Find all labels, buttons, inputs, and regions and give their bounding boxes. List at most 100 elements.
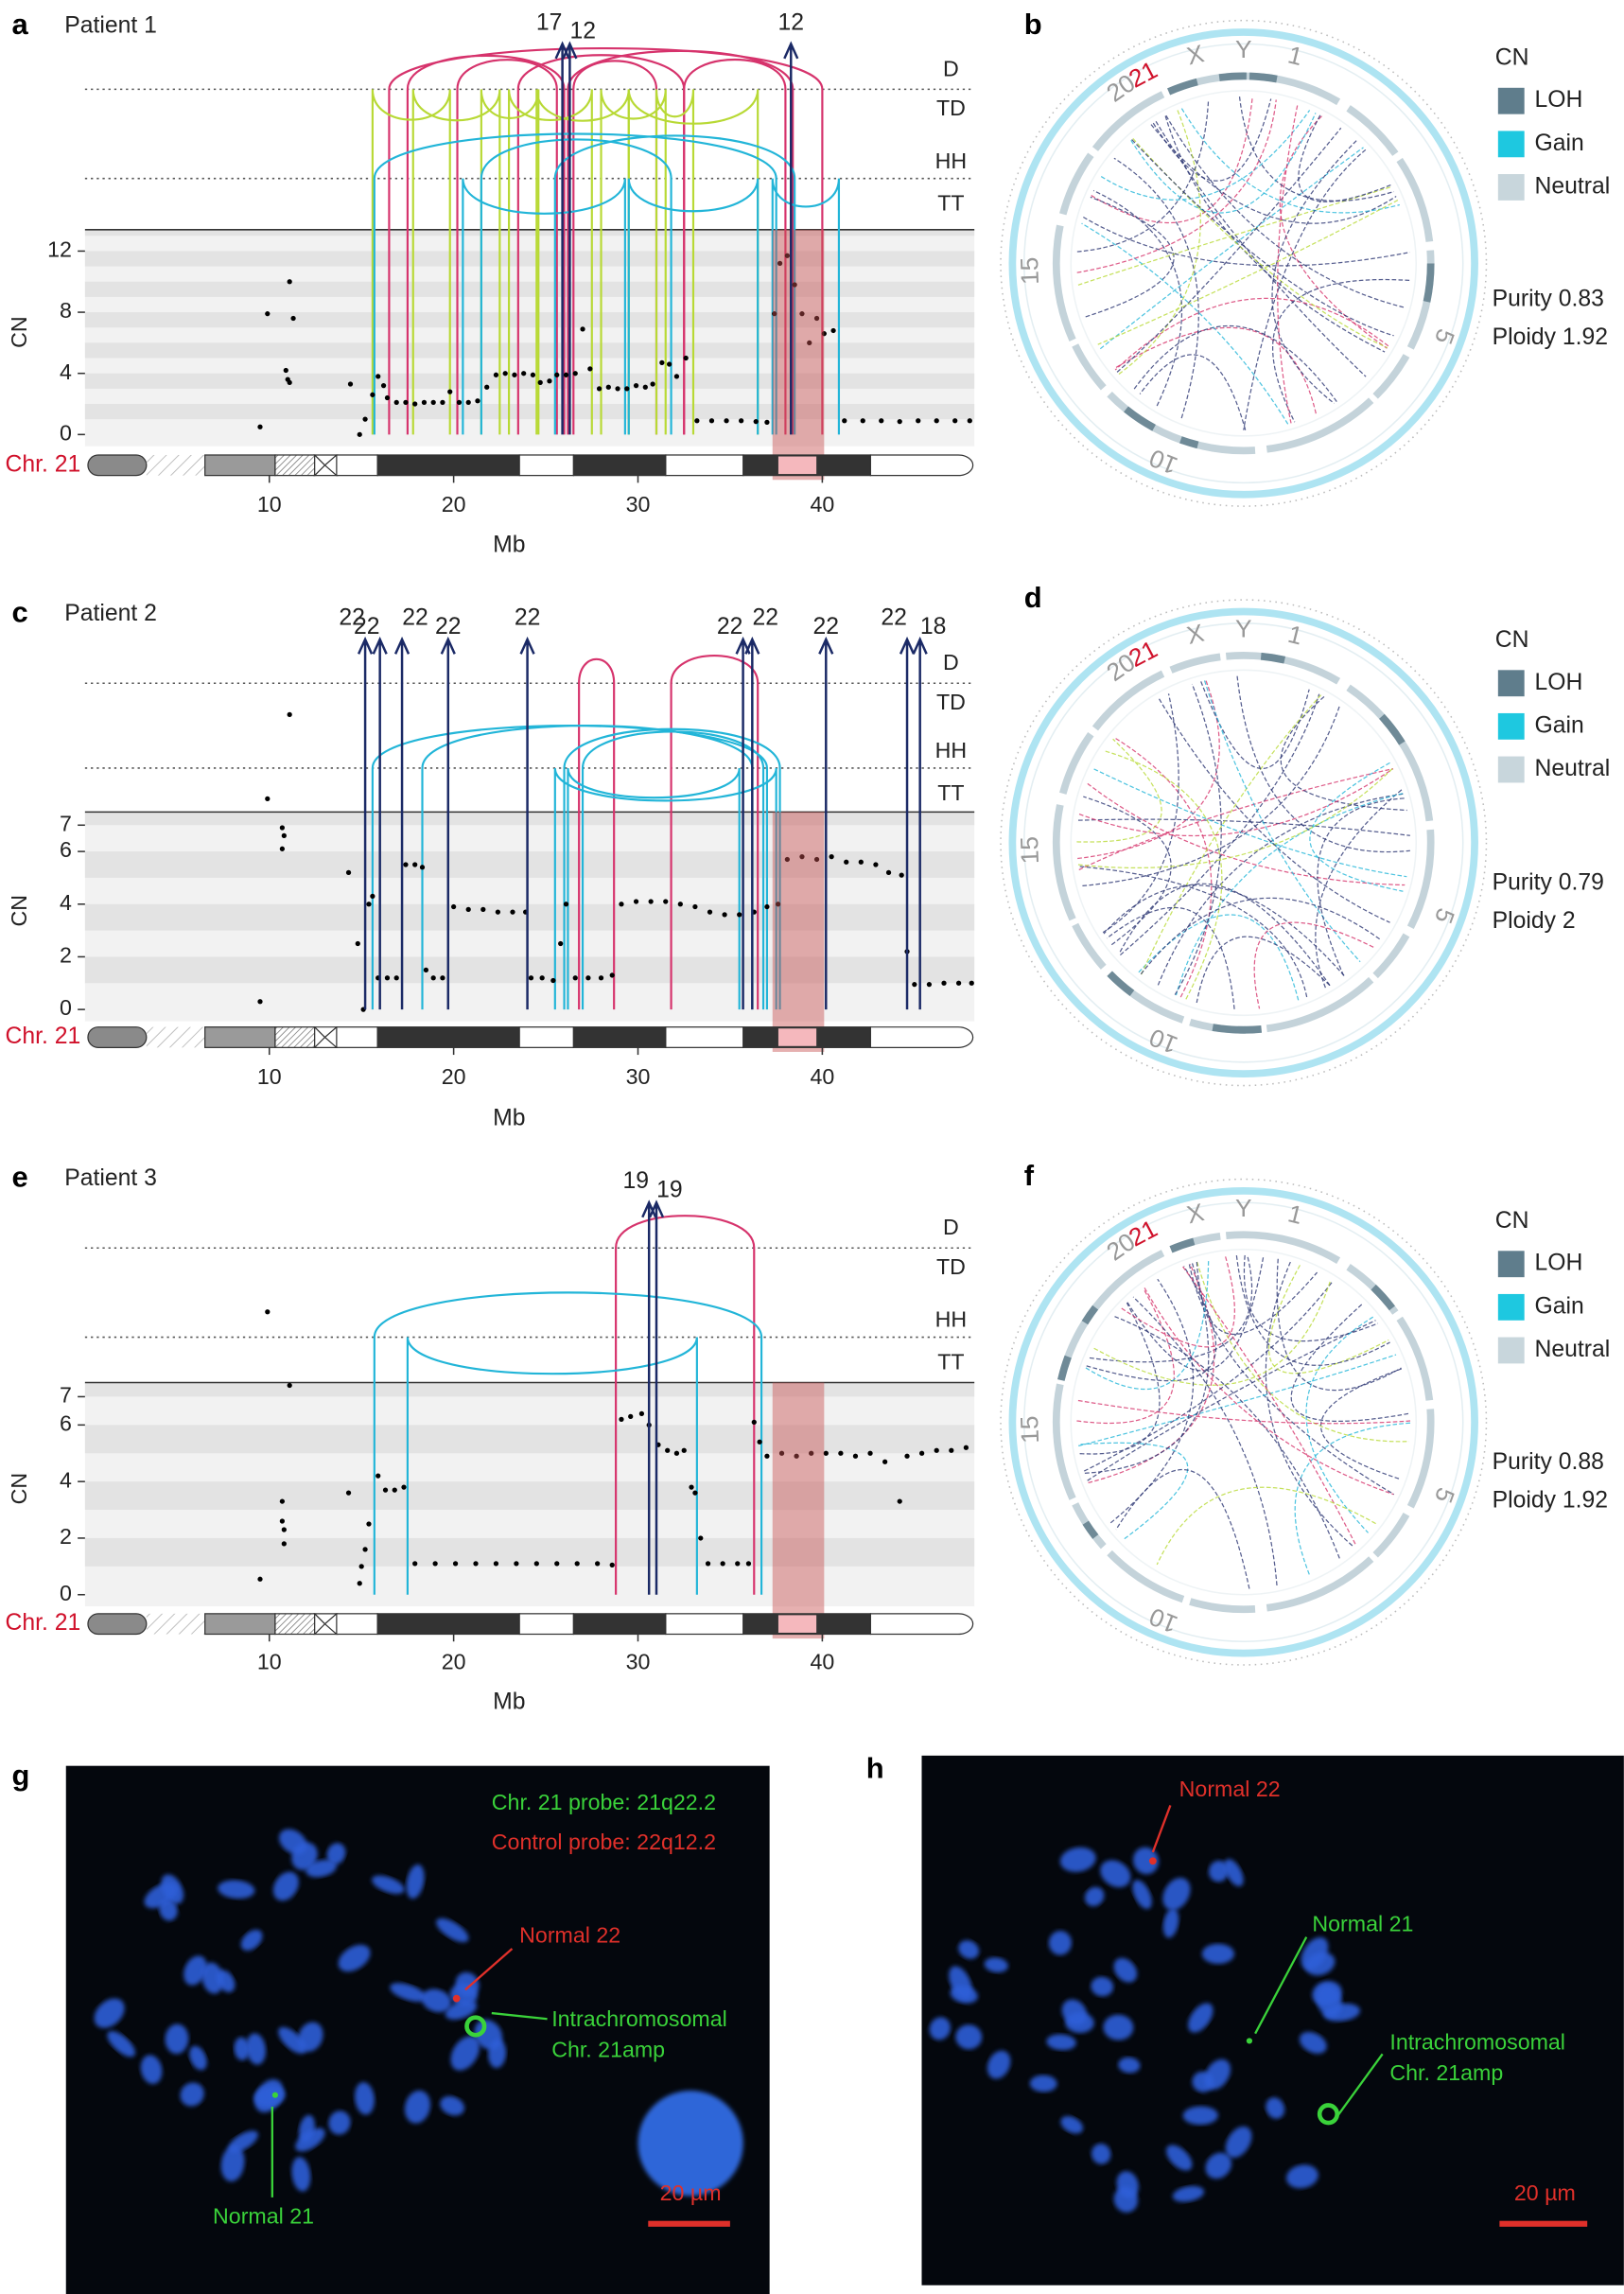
circos-link bbox=[1158, 698, 1390, 923]
ideogram-band bbox=[777, 456, 817, 475]
cn-point bbox=[673, 374, 680, 379]
circos-link bbox=[1077, 1442, 1189, 1540]
translocation-arrow bbox=[562, 41, 578, 435]
circos-link bbox=[1155, 121, 1367, 377]
circos-chrom-label: 15 bbox=[1015, 836, 1044, 865]
y-tick-label: 7 bbox=[60, 811, 72, 835]
cn-point bbox=[345, 1490, 352, 1496]
chromosome-blob bbox=[180, 2082, 204, 2107]
cn-point bbox=[619, 1416, 624, 1422]
cn-point bbox=[829, 854, 834, 860]
plot-stripe bbox=[84, 1382, 975, 1397]
cn-point bbox=[585, 975, 591, 981]
sv-arc bbox=[553, 767, 777, 1010]
cn-point bbox=[537, 379, 543, 386]
cn-point bbox=[737, 912, 742, 918]
cn-point bbox=[502, 371, 508, 376]
cn-point bbox=[941, 980, 947, 986]
ideogram-band bbox=[777, 1028, 817, 1046]
circos-guide bbox=[1022, 43, 1464, 484]
cn-point bbox=[521, 371, 527, 376]
cn-point bbox=[967, 418, 972, 424]
cn-point bbox=[692, 1490, 698, 1496]
cn-point bbox=[698, 1535, 704, 1541]
legend-title: CN bbox=[1495, 1208, 1529, 1234]
ploidy: Ploidy 2 bbox=[1493, 908, 1576, 934]
cn-point bbox=[724, 418, 729, 424]
ideogram-p-arm bbox=[87, 1026, 148, 1048]
cn-point bbox=[969, 980, 974, 986]
cn-point bbox=[764, 419, 770, 426]
ideogram-centromere bbox=[313, 1613, 339, 1636]
probe-signal bbox=[271, 2092, 279, 2098]
ideogram-centromere bbox=[313, 454, 339, 477]
translocation-label: 12 bbox=[570, 19, 597, 44]
plot-stripe bbox=[84, 812, 975, 826]
circos-link bbox=[1133, 325, 1337, 402]
chromosome-blob bbox=[218, 1880, 255, 1900]
sv-arc bbox=[627, 178, 760, 435]
cn-point bbox=[533, 1561, 539, 1567]
translocation-arrow bbox=[372, 636, 388, 1010]
cn-point bbox=[412, 401, 418, 407]
cn-point bbox=[775, 902, 781, 907]
cn-point bbox=[885, 869, 892, 875]
chromosome-blob bbox=[440, 2095, 465, 2116]
circos-chrom-label: 15 bbox=[1015, 256, 1044, 285]
probe-signal bbox=[1148, 1857, 1157, 1865]
chromosome-blob bbox=[406, 1864, 425, 1900]
circos-link bbox=[1113, 157, 1199, 419]
cn-point bbox=[838, 1450, 844, 1456]
legend-label: Gain bbox=[1534, 712, 1583, 738]
pointer bbox=[491, 2011, 548, 2021]
legend-label: Neutral bbox=[1534, 173, 1610, 199]
circos-link bbox=[1235, 1255, 1390, 1366]
circos-link bbox=[1091, 96, 1253, 224]
annotation: Intrachromosomal bbox=[1389, 2030, 1565, 2055]
x-tick-label: 10 bbox=[257, 492, 282, 517]
ideogram-centromere bbox=[313, 1026, 339, 1048]
chromosome-blob bbox=[355, 2082, 375, 2115]
purity: Purity 0.88 bbox=[1493, 1449, 1604, 1475]
circos-link bbox=[1092, 189, 1183, 407]
cn-point bbox=[290, 315, 296, 322]
ideogram-band bbox=[665, 1613, 744, 1636]
chromosome-blob bbox=[949, 1966, 972, 2000]
chromosome-blob bbox=[328, 2110, 351, 2135]
circos-outer bbox=[1000, 599, 1488, 1087]
circos-loh bbox=[1052, 1231, 1435, 1614]
cn-point bbox=[279, 825, 286, 831]
chromosome-blob bbox=[984, 1957, 1008, 1973]
annotation: Chr. 21amp bbox=[551, 2037, 665, 2061]
circos-loh bbox=[1052, 651, 1435, 1034]
y-tick-label: 0 bbox=[60, 995, 72, 1020]
panel-letter: h bbox=[866, 1752, 884, 1785]
annotation: Normal 21 bbox=[213, 2204, 314, 2229]
cn-point bbox=[401, 1484, 407, 1490]
chromosome-label: Chr. 21 bbox=[5, 1024, 80, 1049]
plot-stripe bbox=[84, 1481, 975, 1511]
y-axis-label: CN bbox=[7, 316, 31, 347]
y-tick-label: 2 bbox=[60, 943, 72, 968]
annotation: Intrachromosomal bbox=[551, 2006, 727, 2031]
circos-chrom-label: 1 bbox=[1285, 620, 1305, 651]
y-axis-label: CN bbox=[7, 895, 31, 926]
x-tick-label: 40 bbox=[810, 1064, 834, 1089]
circos-link bbox=[1082, 706, 1340, 887]
circos-loh bbox=[1052, 651, 1435, 1034]
circos-link bbox=[1085, 1258, 1210, 1391]
circos-inner-ring bbox=[1052, 72, 1435, 455]
chromosome-blob bbox=[1100, 1860, 1131, 1888]
circos-link bbox=[1139, 354, 1247, 430]
circos-cn-ring bbox=[1008, 607, 1478, 1078]
x-axis-label: Mb bbox=[493, 1690, 525, 1715]
ideogram-band bbox=[572, 1026, 667, 1048]
circos-link bbox=[1130, 113, 1317, 214]
cn-point bbox=[707, 909, 713, 915]
cn-point bbox=[830, 327, 836, 334]
translocation-label: 22 bbox=[354, 614, 380, 639]
ideogram-band bbox=[274, 1613, 316, 1636]
circos-chrom-label: 1 bbox=[1285, 40, 1305, 71]
ideogram-band bbox=[376, 1613, 520, 1636]
cn-point bbox=[844, 859, 849, 865]
